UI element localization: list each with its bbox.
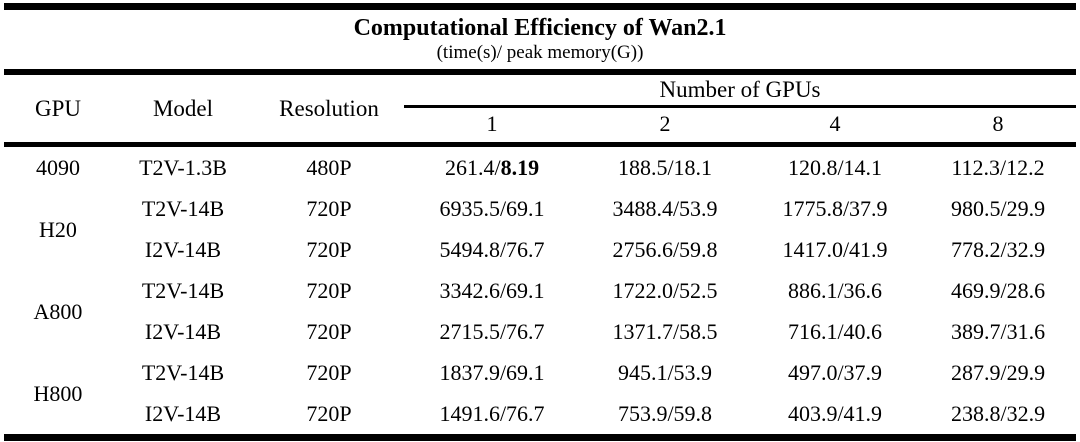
efficiency-table-container: Computational Efficiency of Wan2.1 (time… [4,3,1077,441]
table-row-a800-t2v14b: A800 T2V-14B 720P 3342.6/69.1 1722.0/52.… [4,270,1076,324]
model-cell: I2V-14B [144,237,222,262]
value-cell-8gpu: 778.2/32.9 [950,237,1046,262]
value-cell-1gpu: 6935.5/69.1 [439,196,545,221]
value-cell-2gpu: 2756.6/59.8 [612,237,718,262]
value-cell-4gpu: 716.1/40.6 [787,319,883,344]
value-cell-2gpu: 188.5/18.1 [580,142,750,188]
resolution-cell: 720P [306,237,352,262]
gpu-cell: H800 [33,380,83,406]
table-row-h20-i2v14b: I2V-14B 720P 5494.8/76.7 2756.6/59.8 141… [4,229,1076,270]
gpu-cell: 4090 [4,142,112,188]
value-cell-8gpu: 389.7/31.6 [950,319,1046,344]
value-cell-1gpu: 2715.5/76.7 [439,319,545,344]
table-row-a800-i2v14b: I2V-14B 720P 2715.5/76.7 1371.7/58.5 716… [4,311,1076,352]
gpu-cell: H20 [39,216,77,242]
value-cell-8gpu: 112.3/12.2 [920,142,1077,188]
peak-memory-bold-value: 8.19 [500,155,540,180]
table-title: Computational Efficiency of Wan2.1 [353,15,727,41]
column-header-1gpu: 1 [486,111,498,136]
column-header-gpu: GPU [34,95,81,121]
resolution-cell: 480P [254,142,404,188]
gpu-cell: A800 [33,298,83,324]
value-cell-8gpu: 287.9/29.9 [950,360,1046,385]
resolution-cell: 720P [306,401,352,426]
model-cell: T2V-14B [141,360,225,385]
model-cell: T2V-1.3B [112,142,254,188]
value-cell-4gpu: 120.8/14.1 [750,142,920,188]
value-cell-8gpu: 469.9/28.6 [950,278,1046,303]
column-header-8gpu: 8 [992,111,1004,136]
column-header-num-gpus: Number of GPUs [404,72,1077,108]
table-row-h20-t2v14b: H20 T2V-14B 720P 6935.5/69.1 3488.4/53.9… [4,188,1076,242]
table-header: Computational Efficiency of Wan2.1 (time… [4,7,1077,145]
model-cell: I2V-14B [144,401,222,426]
value-cell-4gpu: 886.1/36.6 [787,278,883,303]
efficiency-table: Computational Efficiency of Wan2.1 (time… [4,3,1077,441]
value-cell-1gpu: 3342.6/69.1 [439,278,545,303]
column-header-2gpu: 2 [659,111,671,136]
table-row-4090-t2v13b: 4090 T2V-1.3B 480P 261.4/8.19 188.5/18.1… [4,142,1077,188]
model-cell: T2V-14B [141,278,225,303]
header-row-groups: GPU Model Resolution Number of GPUs [4,72,1077,121]
value-cell-2gpu: 3488.4/53.9 [612,196,718,221]
value-cell-8gpu: 238.8/32.9 [950,401,1046,426]
header-row-counts: 1 2 4 8 [4,107,1076,145]
value-cell-4gpu: 497.0/37.9 [787,360,883,385]
value-cell-1gpu: 1491.6/76.7 [439,401,545,426]
column-header-model: Model [152,95,214,121]
resolution-cell: 720P [306,196,352,221]
value-cell-2gpu: 1371.7/58.5 [612,319,718,344]
value-cell-4gpu: 403.9/41.9 [787,401,883,426]
value-cell-4gpu: 1417.0/41.9 [782,237,888,262]
value-cell-1gpu: 5494.8/76.7 [439,237,545,262]
time-value: 261.4/ [444,155,501,180]
table-body: 4090 T2V-1.3B 480P 261.4/8.19 188.5/18.1… [4,142,1077,438]
subtitle-row: (time(s)/ peak memory(G)) [4,42,1077,75]
value-cell-8gpu: 980.5/29.9 [950,196,1046,221]
table-row-h800-i2v14b: I2V-14B 720P 1491.6/76.7 753.9/59.8 403.… [4,393,1076,438]
resolution-cell: 720P [306,360,352,385]
model-cell: I2V-14B [144,319,222,344]
value-cell-2gpu: 945.1/53.9 [617,360,713,385]
column-header-4gpu: 4 [829,111,841,136]
table-subtitle: (time(s)/ peak memory(G)) [4,42,1077,75]
value-cell-1gpu: 261.4/8.19 [404,142,580,188]
model-cell: T2V-14B [141,196,225,221]
value-cell-4gpu: 1775.8/37.9 [782,196,888,221]
resolution-cell: 720P [306,319,352,344]
value-cell-2gpu: 1722.0/52.5 [612,278,718,303]
column-header-resolution: Resolution [279,95,379,121]
title-row: Computational Efficiency of Wan2.1 [4,7,1076,43]
value-cell-1gpu: 1837.9/69.1 [439,360,545,385]
value-cell-2gpu: 753.9/59.8 [617,401,713,426]
resolution-cell: 720P [306,278,352,303]
table-row-h800-t2v14b: H800 T2V-14B 720P 1837.9/69.1 945.1/53.9… [4,352,1076,406]
